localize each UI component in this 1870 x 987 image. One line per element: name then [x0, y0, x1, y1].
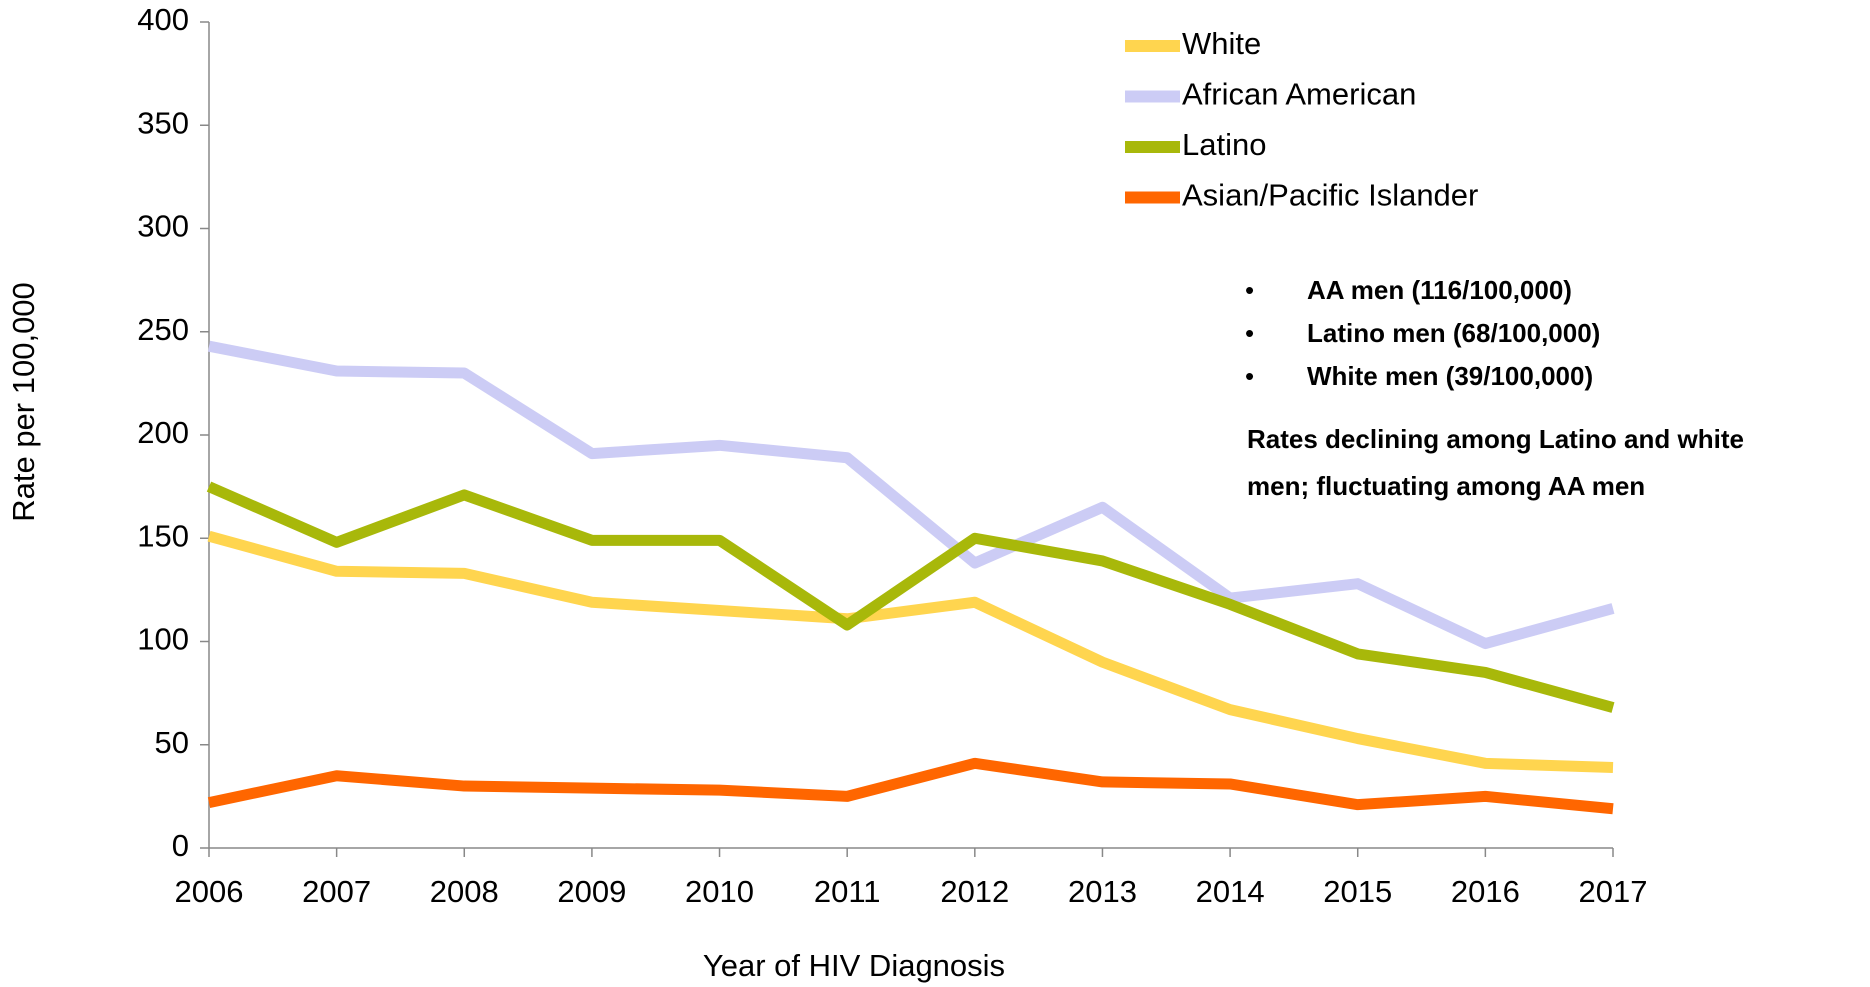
y-tick-label: 50 [155, 725, 189, 760]
bullet-text: Latino men (68/100,000) [1307, 318, 1601, 348]
y-tick-label: 200 [137, 415, 189, 450]
y-tick-label: 0 [172, 828, 189, 863]
bullet-dot: • [1245, 318, 1255, 348]
y-tick-label: 150 [137, 518, 189, 553]
x-tick-label: 2010 [685, 874, 754, 909]
y-axis-label: Rate per 100,000 [6, 282, 41, 522]
y-tick-label: 300 [137, 209, 189, 244]
x-tick-label: 2009 [557, 874, 626, 909]
x-tick-label: 2015 [1323, 874, 1392, 909]
y-tick-label: 400 [137, 2, 189, 37]
x-tick-label: 2014 [1196, 874, 1265, 909]
legend-swatch [1125, 90, 1180, 103]
y-tick-label: 250 [137, 312, 189, 347]
bullet-text: White men (39/100,000) [1307, 361, 1594, 391]
series-line [207, 757, 1614, 815]
x-tick-label: 2017 [1579, 874, 1648, 909]
legend-swatch [1125, 40, 1180, 52]
x-tick-label: 2012 [940, 874, 1009, 909]
bullet-dot: • [1245, 275, 1255, 305]
legend-swatch [1125, 191, 1180, 204]
y-tick-label: 100 [137, 622, 189, 657]
series-line [207, 340, 1615, 650]
legend-swatch [1125, 141, 1180, 153]
note-text: men; fluctuating among AA men [1247, 471, 1646, 501]
y-tick-label: 350 [137, 105, 189, 140]
legend-label: Asian/Pacific Islander [1182, 178, 1478, 213]
note-text: Rates declining among Latino and white [1247, 424, 1744, 454]
series-line [207, 530, 1614, 773]
bullet-text: AA men (116/100,000) [1307, 275, 1572, 305]
x-tick-label: 2007 [302, 874, 371, 909]
x-tick-label: 2006 [175, 874, 244, 909]
x-tick-label: 2008 [430, 874, 499, 909]
x-tick-label: 2016 [1451, 874, 1520, 909]
legend-label: African American [1182, 77, 1416, 112]
legend-label: Latino [1182, 127, 1266, 162]
series-line [206, 481, 1615, 713]
legend-label: White [1182, 26, 1261, 61]
x-axis-label: Year of HIV Diagnosis [703, 948, 1005, 983]
x-tick-label: 2013 [1068, 874, 1137, 909]
x-tick-label: 2011 [814, 874, 881, 909]
bullet-dot: • [1245, 361, 1255, 391]
